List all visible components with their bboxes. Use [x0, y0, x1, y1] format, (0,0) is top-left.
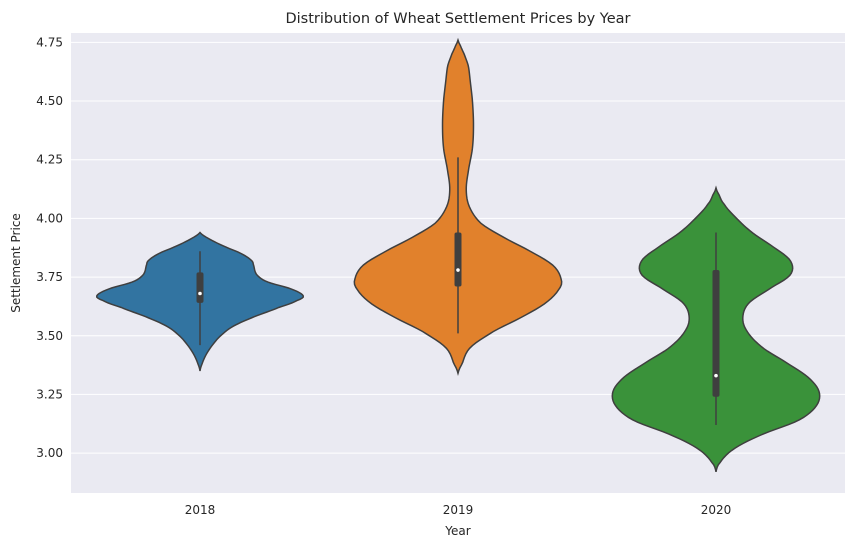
x-axis: 2018 2019 2020: [185, 503, 732, 517]
violin-2019: [353, 37, 563, 377]
median-dot: [198, 291, 202, 296]
violin-2018: [95, 231, 305, 372]
y-tick-label: 3.75: [36, 270, 63, 284]
iqr-box: [454, 232, 462, 287]
violin-2020: [611, 185, 821, 473]
x-tick-label: 2018: [185, 503, 216, 517]
y-axis-title: Settlement Price: [9, 213, 23, 313]
y-tick-label: 3.00: [36, 446, 63, 460]
x-tick-label: 2020: [701, 503, 732, 517]
y-tick-label: 3.25: [36, 387, 63, 401]
y-tick-label: 4.00: [36, 211, 63, 225]
y-axis: 3.00 3.25 3.50 3.75 4.00 4.25 4.50 4.75: [36, 35, 63, 460]
iqr-box: [196, 272, 204, 303]
median-dot: [456, 268, 460, 272]
y-tick-label: 3.50: [36, 329, 63, 343]
iqr-box: [712, 270, 720, 397]
chart-title: Distribution of Wheat Settlement Prices …: [285, 11, 630, 27]
median-dot: [714, 373, 718, 378]
violins: [95, 37, 821, 473]
y-tick-label: 4.25: [36, 153, 63, 167]
x-tick-label: 2019: [443, 503, 474, 517]
y-tick-label: 4.50: [36, 94, 63, 108]
y-tick-label: 4.75: [36, 35, 63, 49]
x-axis-title: Year: [444, 524, 470, 538]
